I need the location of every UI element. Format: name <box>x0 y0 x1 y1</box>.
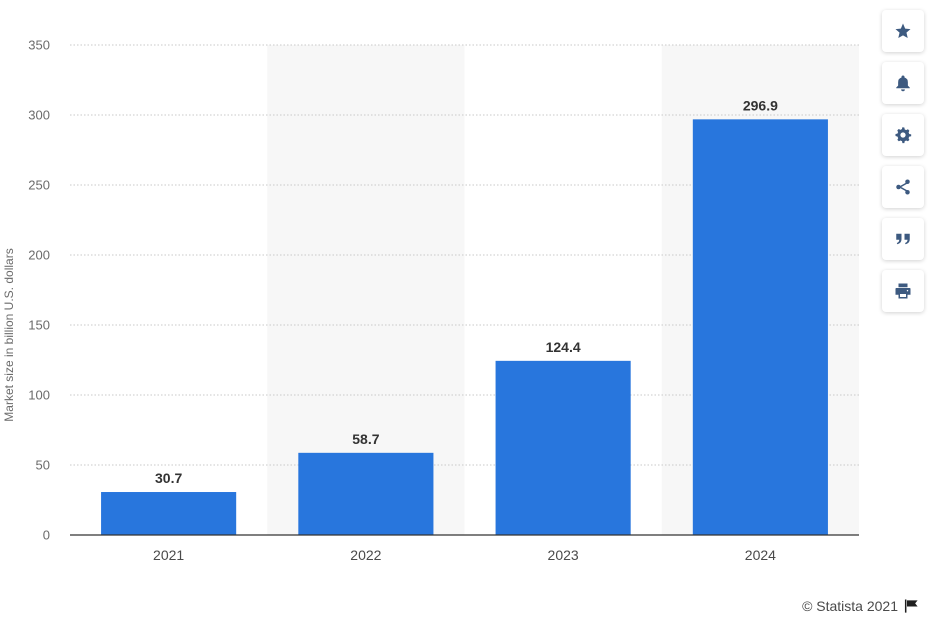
print-button[interactable] <box>882 270 924 312</box>
x-tick-label: 2021 <box>153 547 184 563</box>
data-label: 58.7 <box>352 431 379 447</box>
flag-icon[interactable] <box>904 599 919 613</box>
bell-icon <box>896 75 910 92</box>
y-tick-label: 50 <box>36 458 50 473</box>
footer: © Statista 2021 <box>802 598 919 614</box>
cite-button[interactable] <box>882 218 924 260</box>
print-icon <box>895 283 911 299</box>
settings-button[interactable] <box>882 114 924 156</box>
bar-2022[interactable] <box>298 452 434 535</box>
bars <box>101 119 828 535</box>
data-label: 124.4 <box>546 339 581 355</box>
star-icon <box>895 23 911 38</box>
copyright-text: © Statista 2021 <box>802 598 898 614</box>
share-icon <box>896 179 910 195</box>
bar-2021[interactable] <box>101 492 237 535</box>
y-tick-label: 200 <box>28 248 50 263</box>
notification-button[interactable] <box>882 62 924 104</box>
x-tick-label: 2024 <box>745 547 776 563</box>
x-tick-label: 2023 <box>548 547 579 563</box>
data-label: 296.9 <box>743 97 778 113</box>
x-tick-label: 2022 <box>350 547 381 563</box>
data-label: 30.7 <box>155 470 182 486</box>
bar-chart: 0 50 100 150 200 250 300 350 30.7 58.7 124.4 296.9… <box>2 38 859 563</box>
y-tick-label: 100 <box>28 388 50 403</box>
quote-icon <box>896 233 910 245</box>
y-axis-label: Market size in billion U.S. dollars <box>2 248 16 421</box>
share-button[interactable] <box>882 166 924 208</box>
y-tick-label: 250 <box>28 178 50 193</box>
y-axis-ticks: 0 50 100 150 200 250 300 350 <box>28 38 50 543</box>
x-axis-ticks: 2021 2022 2023 2024 <box>153 547 776 563</box>
bar-2023[interactable] <box>495 360 631 535</box>
y-tick-label: 300 <box>28 108 50 123</box>
bar-2024[interactable] <box>692 119 828 535</box>
gear-icon <box>895 127 912 144</box>
y-tick-label: 150 <box>28 318 50 333</box>
y-tick-label: 0 <box>43 528 50 543</box>
favorite-button[interactable] <box>882 10 924 52</box>
chart-toolbar <box>882 10 924 322</box>
y-tick-label: 350 <box>28 38 50 53</box>
data-labels: 30.7 58.7 124.4 296.9 <box>155 97 778 486</box>
